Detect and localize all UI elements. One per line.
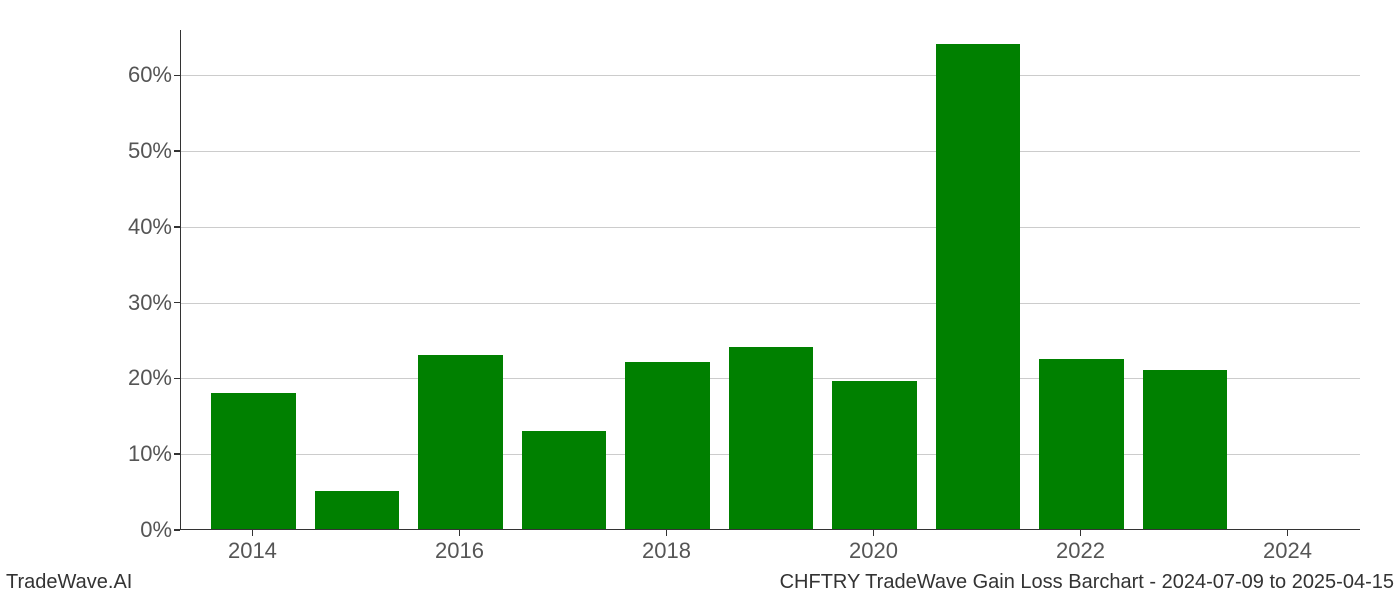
bar [1039, 359, 1124, 529]
x-tick-label: 2014 [228, 538, 277, 564]
y-tick-mark [174, 75, 180, 77]
footer-right-text: CHFTRY TradeWave Gain Loss Barchart - 20… [780, 571, 1394, 594]
y-tick-label: 30% [128, 290, 172, 316]
y-tick-label: 40% [128, 214, 172, 240]
x-tick-mark [459, 530, 461, 536]
gridline [181, 227, 1360, 228]
bar [522, 431, 607, 529]
bar [418, 355, 503, 529]
bar [211, 393, 296, 529]
gridline [181, 151, 1360, 152]
footer-left-text: TradeWave.AI [6, 571, 132, 594]
x-tick-mark [1287, 530, 1289, 536]
y-tick-mark [174, 378, 180, 380]
y-tick-label: 0% [140, 517, 172, 543]
y-tick-mark [174, 226, 180, 228]
x-tick-mark [873, 530, 875, 536]
bar [1143, 370, 1228, 529]
bar [729, 347, 814, 529]
x-tick-label: 2016 [435, 538, 484, 564]
chart-plot-area [180, 30, 1360, 530]
bar [315, 491, 400, 529]
y-tick-mark [174, 453, 180, 455]
x-tick-mark [252, 530, 254, 536]
bar [625, 362, 710, 529]
y-tick-mark [174, 302, 180, 304]
y-tick-mark [174, 150, 180, 152]
x-tick-label: 2022 [1056, 538, 1105, 564]
y-tick-label: 20% [128, 365, 172, 391]
y-tick-label: 10% [128, 441, 172, 467]
gridline [181, 75, 1360, 76]
y-tick-mark [174, 529, 180, 531]
bar [936, 44, 1021, 529]
bar [832, 381, 917, 529]
x-tick-label: 2024 [1263, 538, 1312, 564]
x-tick-label: 2018 [642, 538, 691, 564]
y-tick-label: 50% [128, 138, 172, 164]
y-tick-label: 60% [128, 62, 172, 88]
x-tick-mark [666, 530, 668, 536]
gridline [181, 303, 1360, 304]
x-tick-label: 2020 [849, 538, 898, 564]
x-tick-mark [1080, 530, 1082, 536]
plot-region [180, 30, 1360, 530]
